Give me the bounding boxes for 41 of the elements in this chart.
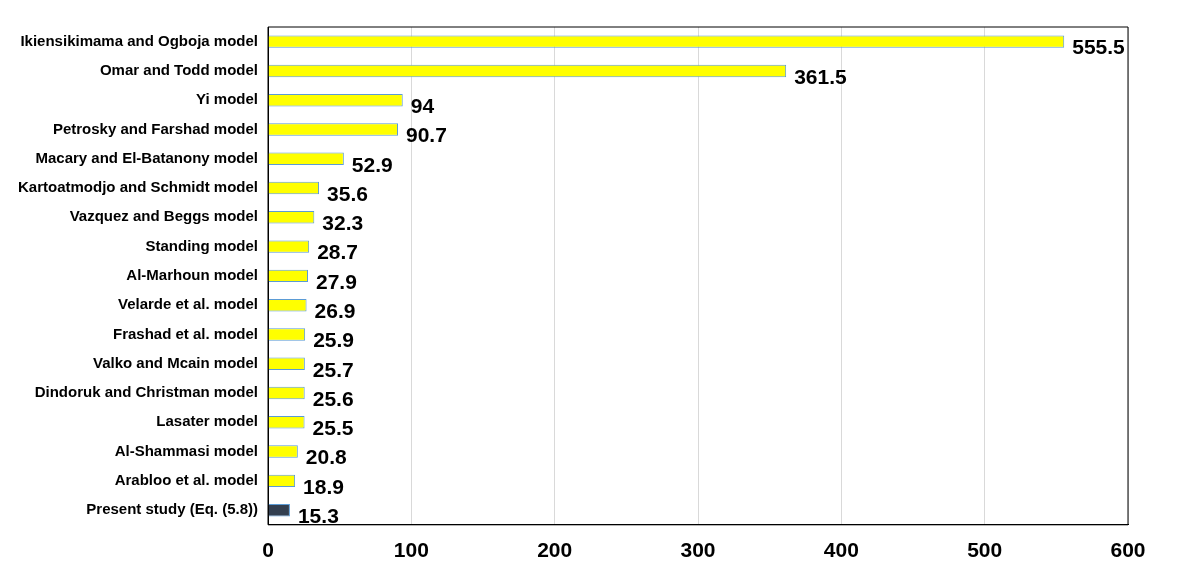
y-tick-label: Present study (Eq. (5.8)) [86,500,259,518]
y-tick-label: Standing model [145,236,259,254]
data-label: 20.8 [305,445,348,469]
data-label: 15.3 [297,503,339,527]
y-tick-label: Frashad et al. model [112,324,259,342]
y-tick-label: Velarde et al. model [117,295,259,313]
y-tick-label: Al-Marhoun model [126,266,259,284]
x-tick-label: 500 [967,538,1003,562]
y-tick-label: Lasater model [156,412,259,430]
data-label: 25.9 [313,328,355,352]
data-label: 25.7 [312,357,354,381]
data-label: 25.6 [312,386,354,410]
x-tick-label: 100 [393,538,429,562]
y-tick-label: Kartoatmodjo and Schmidt model [18,178,259,196]
y-tick-label: Ikiensikimama and Ogboja model [20,31,259,49]
data-label: 27.9 [316,269,357,293]
data-label: 361.5 [794,64,848,88]
x-tick-label: 400 [823,538,859,562]
y-tick-label: Omar and Todd model [99,61,259,79]
y-tick-label: Vazquez and Beggs model [69,207,259,225]
x-tick-label: 600 [1110,538,1146,562]
y-tick-label: Al-Shammasi model [114,441,259,459]
y-tick-label: Valko and Mcain model [92,353,259,371]
x-tick-label: 300 [680,538,716,562]
data-label: 555.5 [1072,35,1126,59]
data-label: 90.7 [406,123,447,147]
data-label: 25.5 [312,416,354,440]
data-label: 52.9 [351,152,393,176]
y-tick-label: Petrosky and Farshad model [52,119,259,137]
x-tick-label: 0 [262,538,274,562]
y-tick-label: Arabloo et al. model [114,471,259,489]
y-tick-label: Dindoruk and Christman model [34,383,259,401]
data-label: 28.7 [317,240,359,264]
y-tick-label: Macary and El-Batanony model [35,148,259,166]
data-label: 26.9 [314,298,356,322]
data-label: 94 [410,94,435,117]
data-label: 35.6 [327,181,368,205]
x-tick-label: 200 [537,538,573,562]
data-label: 18.9 [303,474,344,498]
y-tick-label: Yi model [196,90,259,108]
data-label: 32.3 [322,211,364,235]
